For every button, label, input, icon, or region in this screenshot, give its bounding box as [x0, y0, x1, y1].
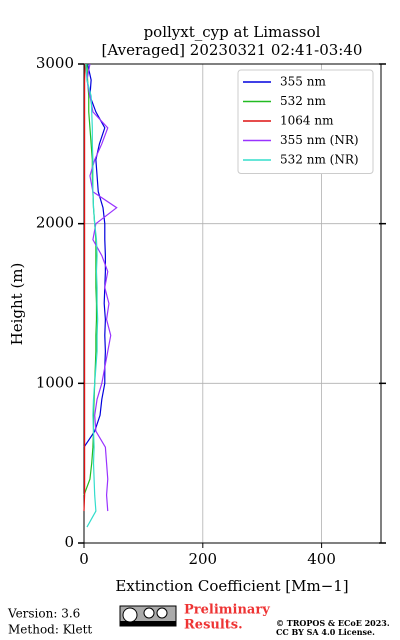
- x-tick-label: 0: [79, 550, 89, 568]
- profile-line: [86, 63, 118, 512]
- title-line: pollyxt_cyp at Limassol: [144, 23, 321, 41]
- copyright: © TROPOS & ECoE 2023.: [276, 618, 390, 628]
- x-tick-label: 200: [188, 550, 217, 568]
- y-tick-label: 0: [64, 533, 74, 551]
- version: Version: 3.6: [7, 607, 80, 621]
- profile-line: [83, 63, 106, 448]
- y-tick-label: 1000: [36, 373, 74, 391]
- preliminary: Results.: [184, 618, 243, 633]
- y-tick-label: 3000: [36, 54, 74, 72]
- legend-label: 532 nm (NR): [280, 153, 359, 167]
- preliminary: Preliminary: [184, 603, 270, 618]
- profile-line: [85, 63, 99, 528]
- title-line: [Averaged] 20230321 02:41-03:40: [102, 41, 363, 59]
- y-tick-label: 2000: [36, 214, 74, 232]
- legend-box: [237, 69, 374, 174]
- method: Method: Klett: [8, 623, 92, 637]
- profile-line: [83, 63, 86, 512]
- legend-label: 355 nm: [280, 75, 326, 89]
- legend-label: 1064 nm: [280, 114, 334, 128]
- legend-label: 355 nm (NR): [280, 133, 359, 147]
- x-axis-label: Extinction Coefficient [Mm−1]: [115, 577, 348, 595]
- y-axis-label: Height (m): [8, 263, 26, 346]
- x-tick-label: 400: [307, 550, 336, 568]
- copyright: CC BY SA 4.0 License.: [276, 627, 375, 637]
- legend-label: 532 nm: [280, 94, 326, 108]
- license-logo: [119, 605, 177, 627]
